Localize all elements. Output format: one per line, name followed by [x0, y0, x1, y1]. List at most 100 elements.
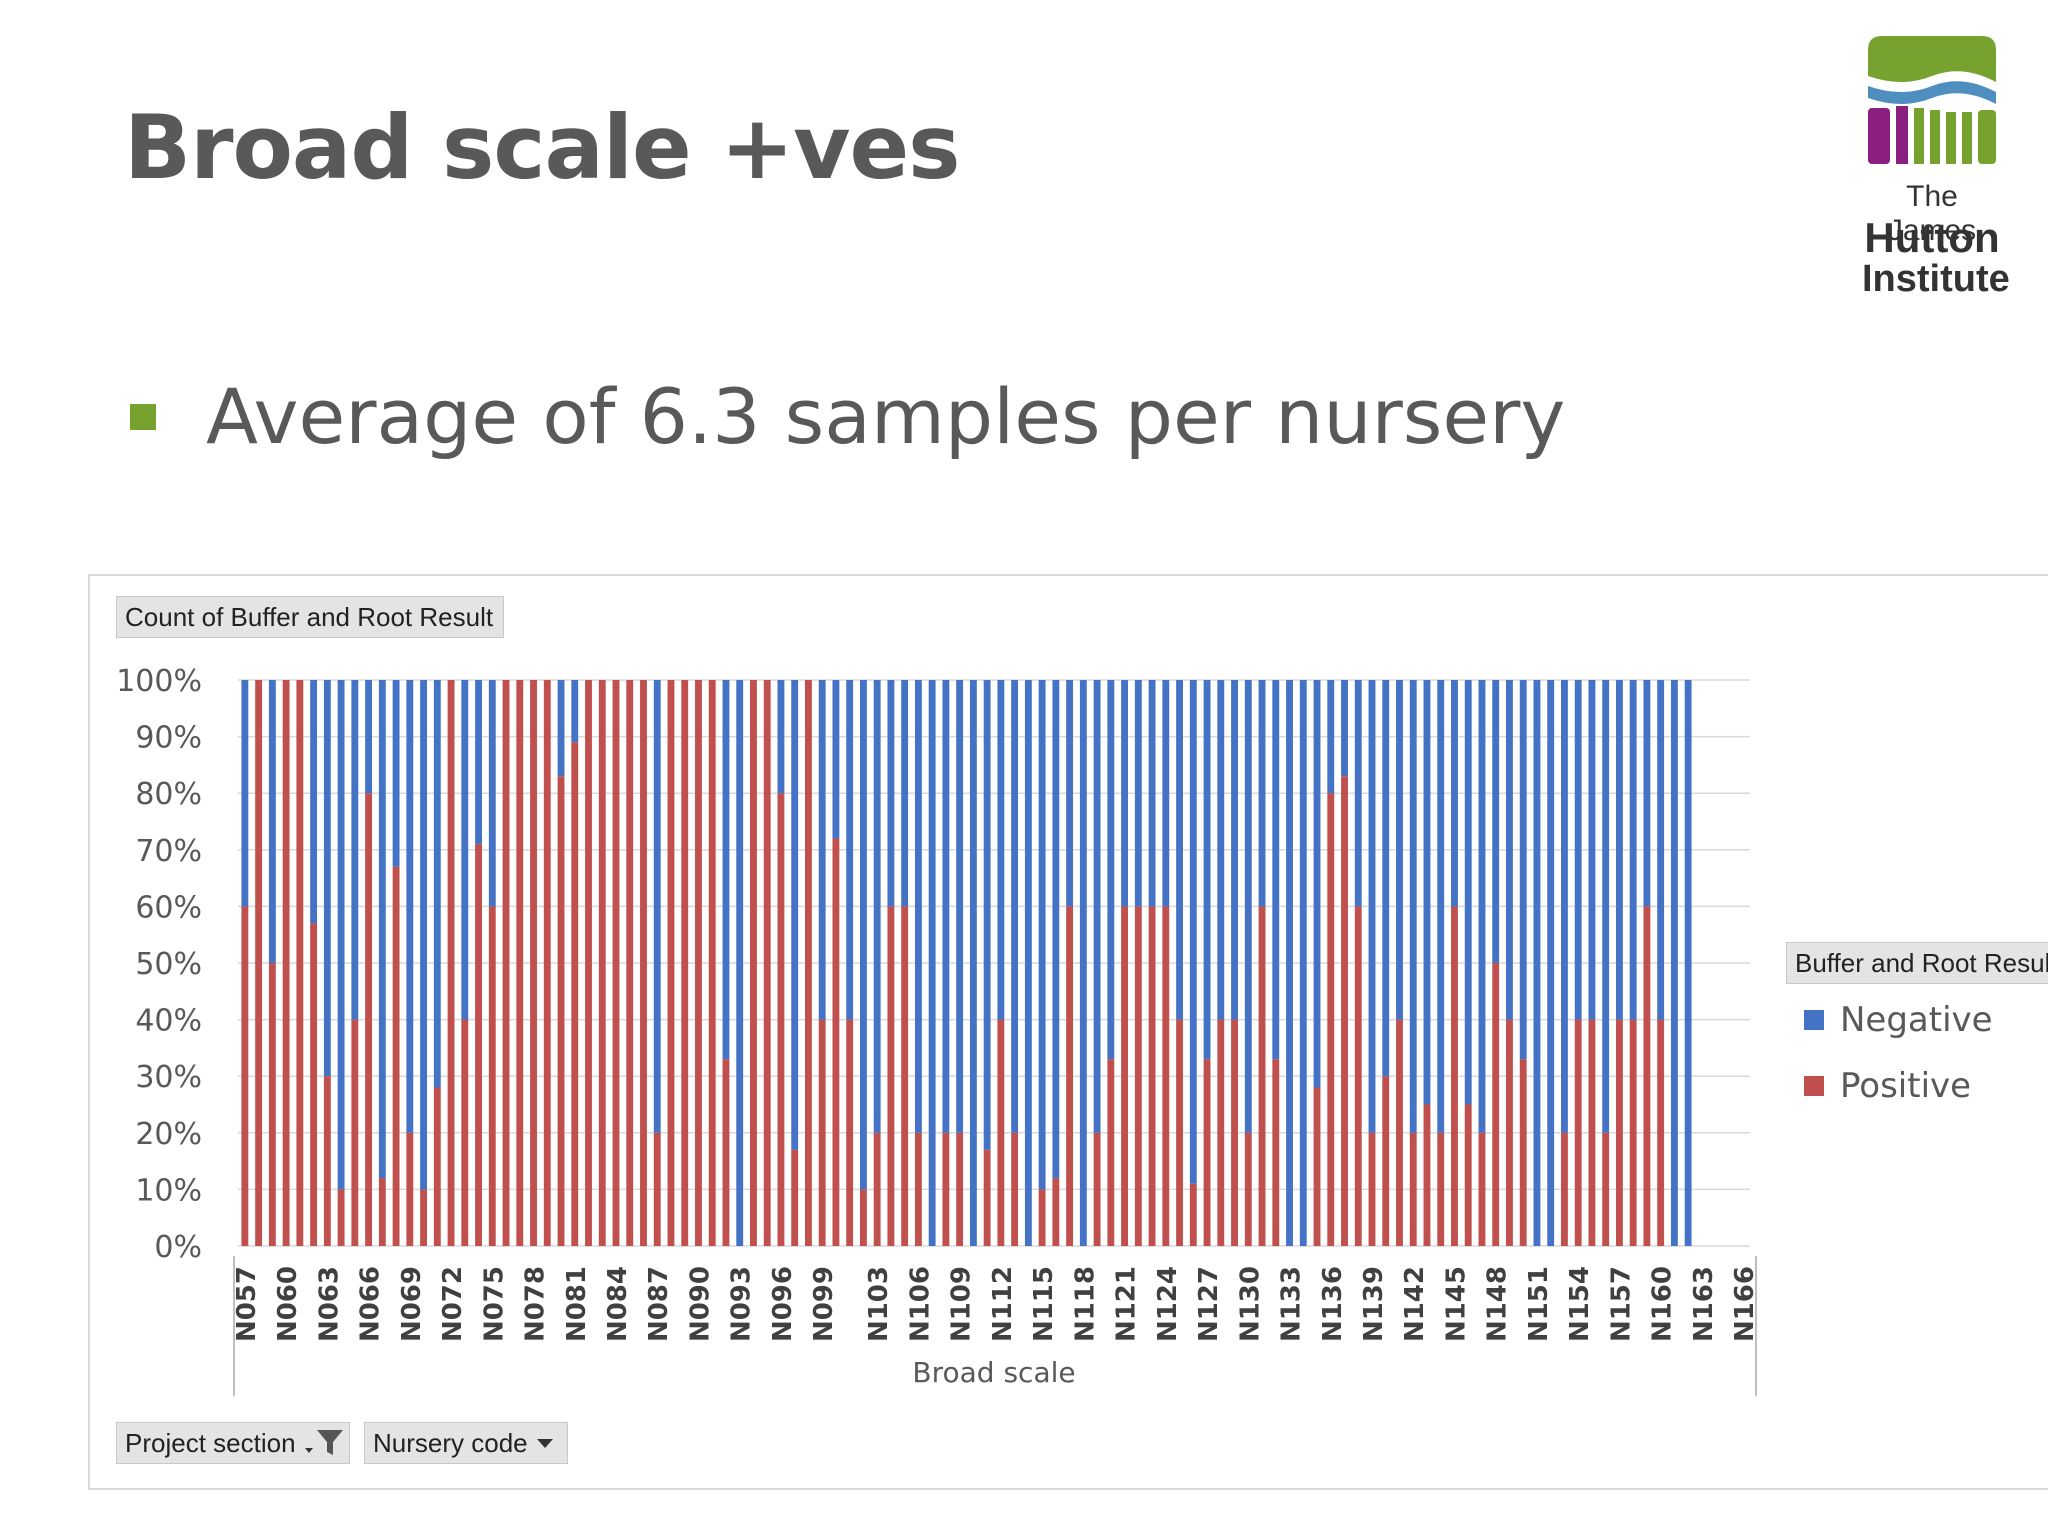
- bar-positive-N074: [475, 844, 482, 1246]
- bar-negative-N119: [1093, 680, 1101, 1133]
- bar-negative-N112: [997, 680, 1005, 1020]
- y-tick-label: 60%: [135, 890, 202, 925]
- bar-negative-N057: [241, 680, 249, 907]
- bullet-point: Average of 6.3 samples per nursery: [130, 372, 1565, 461]
- bar-positive-N146: [1464, 1104, 1472, 1246]
- bar-positive-N111: [983, 1149, 991, 1246]
- bar-negative-N064: [337, 680, 345, 1190]
- bar-negative-N147: [1478, 680, 1486, 1133]
- bar-positive-N155: [1588, 1019, 1596, 1246]
- bar-positive-N077: [516, 680, 524, 1246]
- bar-negative-N141: [1396, 680, 1403, 1020]
- y-tick-label: 90%: [135, 721, 202, 756]
- legend-swatch-negative: [1804, 1010, 1824, 1030]
- bar-positive-N135: [1313, 1087, 1321, 1246]
- bar-negative-N131: [1258, 680, 1266, 907]
- bar-positive-N067: [378, 1178, 386, 1246]
- x-tick-label: N099: [809, 1266, 839, 1342]
- x-axis-title: Broad scale: [912, 1356, 1075, 1389]
- bar-positive-N061: [296, 680, 304, 1246]
- bar-negative-N080: [557, 680, 565, 777]
- x-tick-label: N063: [314, 1266, 344, 1342]
- bar-positive-N058: [255, 680, 263, 1246]
- x-tick-label: N112: [988, 1266, 1018, 1342]
- bar-positive-N063: [323, 1076, 331, 1246]
- pivot-chart[interactable]: Count of Buffer and Root Result 0% 10% 20%…: [88, 574, 2048, 1490]
- value-field-button[interactable]: Count of Buffer and Root Result: [116, 596, 504, 638]
- logo-text-line1: The James: [1887, 180, 1977, 247]
- bar-positive-N086: [640, 680, 647, 1246]
- bar-negative-N110: [969, 680, 977, 1246]
- bar-negative-N096: [777, 680, 785, 794]
- x-tick-label: N118: [1070, 1266, 1100, 1342]
- bar-negative-N114: [1024, 680, 1032, 1246]
- bar-negative-N157: [1615, 680, 1623, 1020]
- bar-negative-N092: [722, 680, 730, 1060]
- x-tick-label: N060: [273, 1266, 303, 1342]
- bar-positive-N094: [750, 680, 757, 1246]
- bar-negative-N063: [323, 680, 331, 1077]
- y-tick-label: 100%: [116, 664, 202, 699]
- x-tick-label: N154: [1565, 1266, 1595, 1342]
- bar-negative-N160: [1657, 680, 1665, 1020]
- bar-positive-N137: [1341, 776, 1348, 1246]
- bar-negative-N069: [406, 680, 414, 1133]
- legend-item-positive: Positive: [1804, 1066, 1971, 1106]
- bar-negative-N158: [1629, 680, 1637, 1020]
- bar-positive-N127: [1203, 1059, 1211, 1246]
- bar-negative-N122: [1134, 680, 1142, 907]
- dropdown-arrow-icon[interactable]: [535, 1437, 555, 1451]
- bar-positive-N139: [1368, 1132, 1376, 1246]
- bar-negative-N118: [1079, 680, 1087, 1246]
- x-tick-label: N093: [727, 1266, 757, 1342]
- legend-field-button[interactable]: Buffer and Root Result: [1786, 942, 2048, 984]
- bar-negative-N152: [1547, 680, 1555, 1246]
- bar-negative-N138: [1354, 680, 1362, 907]
- bar-positive-N160: [1657, 1019, 1665, 1246]
- bar-negative-N067: [378, 680, 386, 1179]
- bar-positive-N145: [1451, 906, 1458, 1246]
- x-tick-label: N130: [1235, 1266, 1265, 1342]
- bar-positive-N136: [1327, 793, 1335, 1246]
- x-tick-label: N057: [232, 1266, 262, 1342]
- x-tick-label: N103: [864, 1266, 894, 1342]
- hutton-institute-logo: The James Hutton Institute: [1862, 36, 2010, 306]
- project-section-label: Project section: [125, 1428, 296, 1458]
- bar-negative-N097: [791, 680, 799, 1150]
- nursery-code-label: Nursery code: [373, 1428, 528, 1458]
- bar-positive-N092: [722, 1059, 730, 1246]
- hutton-logo-mark-icon: [1868, 36, 1996, 166]
- bar-negative-N155: [1588, 680, 1596, 1020]
- bar-negative-N161: [1670, 680, 1678, 1246]
- bar-negative-N093: [736, 680, 744, 1246]
- bar-positive-N065: [351, 1019, 359, 1246]
- bar-positive-N103: [873, 1132, 881, 1246]
- x-tick-label: N106: [905, 1266, 935, 1342]
- bar-negative-N100: [832, 680, 840, 839]
- bar-positive-N117: [1066, 906, 1074, 1246]
- filter-dropdown-icon[interactable]: [303, 1428, 345, 1458]
- bar-negative-N068: [392, 680, 400, 867]
- bar-positive-N124: [1162, 906, 1170, 1246]
- x-tick-label: N139: [1359, 1266, 1389, 1342]
- bar-negative-N081: [571, 680, 579, 743]
- bar-negative-N123: [1148, 680, 1156, 907]
- bar-negative-N159: [1643, 680, 1651, 907]
- bar-negative-N132: [1272, 680, 1280, 1060]
- bar-negative-N111: [983, 680, 991, 1150]
- bar-negative-N116: [1052, 680, 1060, 1179]
- bar-positive-N147: [1478, 1132, 1486, 1246]
- bar-positive-N109: [956, 1132, 964, 1246]
- logo-green-band: [1868, 36, 1996, 82]
- bar-positive-N071: [433, 1087, 441, 1246]
- bar-positive-N149: [1506, 1019, 1513, 1246]
- bar-positive-N091: [708, 680, 716, 1246]
- bar-positive-N144: [1437, 1132, 1445, 1246]
- bar-negative-N087: [653, 680, 661, 1133]
- nursery-code-filter-button[interactable]: Nursery code: [364, 1422, 568, 1464]
- bar-positive-N142: [1409, 1132, 1417, 1246]
- bar-negative-N130: [1244, 680, 1252, 1133]
- project-section-filter-button[interactable]: Project section: [116, 1422, 350, 1464]
- bullet-square-icon: [130, 403, 156, 430]
- bar-negative-N115: [1038, 680, 1046, 1190]
